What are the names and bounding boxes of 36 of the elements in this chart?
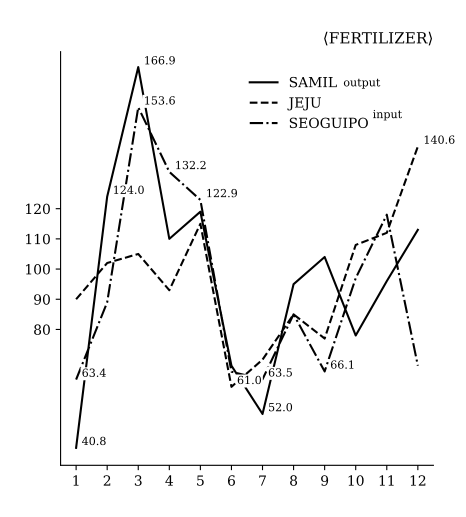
y-tick-label: 100 [26,264,50,275]
x-tick-label: 8 [290,475,298,486]
x-tick-label: 3 [134,475,142,486]
annotation: 153.6 [145,96,175,105]
x-tick-label: 1 [73,475,79,486]
legend-label: SAMIL [290,76,337,88]
x-tick-label: 11 [380,475,394,486]
legend-label: SEOGUIPO [290,118,368,128]
annotation: 40.8 [82,436,106,446]
line-series [75,66,419,449]
x-tick-label: 9 [321,475,328,486]
annotation: output [344,78,380,89]
x-tick-label: 10 [348,475,364,486]
annotation: 63.4 [82,368,106,377]
x-tick-label: 6 [228,475,235,486]
chart-title: ⟨FERTILIZER⟩ [324,32,432,46]
annotation: 61.0 [238,376,262,384]
y-tick-label: 80 [34,324,50,335]
annotation: 122.9 [207,188,237,198]
x-tick-label: 2 [104,475,110,486]
y-tick-label: 90 [34,294,50,305]
legend-label: JEJU [287,97,321,110]
y-tick-label: 120 [26,204,50,214]
x-tick-label: 12 [410,475,426,486]
annotation: 124.0 [114,186,144,194]
x-tick-label: 5 [197,475,204,486]
annotation: 140.6 [424,135,455,144]
x-tick-label: 7 [259,475,266,486]
annotation: 166.9 [145,56,175,64]
annotation: 63.5 [268,368,292,377]
y-tick-label: 110 [26,234,50,244]
x-tick-label: 4 [165,475,174,486]
annotation: input [373,110,402,120]
annotation: 52.0 [269,402,292,412]
annotation: 66.1 [330,360,354,369]
annotation: 132.2 [176,160,206,170]
